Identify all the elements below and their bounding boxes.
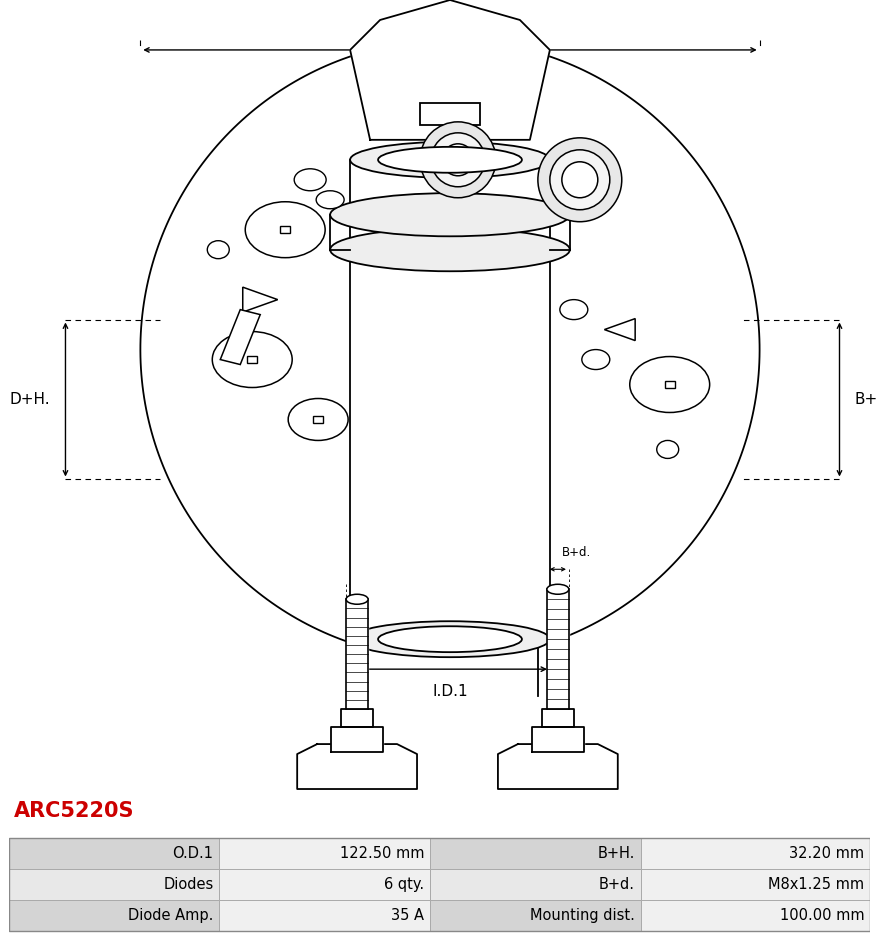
Circle shape xyxy=(442,144,473,176)
Ellipse shape xyxy=(656,441,678,459)
Text: D+d.: D+d. xyxy=(361,561,391,574)
Text: 122.50 mm: 122.50 mm xyxy=(340,846,424,861)
Bar xyxy=(220,838,429,870)
Text: M8x1.25 mm: M8x1.25 mm xyxy=(767,877,863,892)
Bar xyxy=(313,416,323,423)
Text: B+d.: B+d. xyxy=(598,877,634,892)
Bar xyxy=(640,870,869,901)
Polygon shape xyxy=(349,0,550,140)
Ellipse shape xyxy=(330,193,569,236)
Text: B+d.: B+d. xyxy=(561,546,590,559)
Ellipse shape xyxy=(378,147,522,173)
Bar xyxy=(429,838,640,870)
Polygon shape xyxy=(497,744,617,789)
Text: B+H.: B+H. xyxy=(853,392,878,407)
Text: D+H.: D+H. xyxy=(10,392,50,407)
Text: Diodes: Diodes xyxy=(163,877,213,892)
Circle shape xyxy=(550,149,609,210)
Bar xyxy=(9,901,220,932)
Polygon shape xyxy=(531,728,583,752)
Ellipse shape xyxy=(207,241,229,259)
Text: Mounting dist.: Mounting dist. xyxy=(529,908,634,923)
Ellipse shape xyxy=(245,202,325,258)
Bar xyxy=(429,870,640,901)
Bar xyxy=(429,901,640,932)
Ellipse shape xyxy=(349,621,550,657)
Text: 100.00 mm: 100.00 mm xyxy=(779,908,863,923)
Polygon shape xyxy=(346,600,368,709)
Ellipse shape xyxy=(212,332,291,387)
Polygon shape xyxy=(220,309,260,365)
Ellipse shape xyxy=(559,300,587,320)
Ellipse shape xyxy=(316,191,343,209)
Ellipse shape xyxy=(288,399,348,441)
Circle shape xyxy=(430,133,485,187)
Text: O.D.1: O.D.1 xyxy=(428,20,471,35)
Ellipse shape xyxy=(294,169,326,191)
Text: 32.20 mm: 32.20 mm xyxy=(788,846,863,861)
Polygon shape xyxy=(341,709,372,728)
Text: O.D.1: O.D.1 xyxy=(172,846,213,861)
Ellipse shape xyxy=(546,585,568,594)
Bar xyxy=(420,102,479,125)
Ellipse shape xyxy=(629,356,709,413)
Polygon shape xyxy=(541,709,573,728)
Bar xyxy=(247,356,257,363)
Bar xyxy=(280,227,290,233)
Polygon shape xyxy=(331,728,383,752)
Bar xyxy=(220,901,429,932)
Text: I.D.1: I.D.1 xyxy=(432,684,467,699)
Circle shape xyxy=(537,138,621,222)
Bar xyxy=(349,160,550,639)
Ellipse shape xyxy=(330,228,569,272)
Ellipse shape xyxy=(349,142,550,178)
Text: Diode Amp.: Diode Amp. xyxy=(128,908,213,923)
Bar xyxy=(640,901,869,932)
Ellipse shape xyxy=(346,594,368,604)
Ellipse shape xyxy=(581,350,609,369)
Text: B+H.: B+H. xyxy=(597,846,634,861)
Circle shape xyxy=(420,122,495,197)
Bar xyxy=(664,381,674,388)
Ellipse shape xyxy=(378,626,522,652)
Bar xyxy=(640,838,869,870)
Polygon shape xyxy=(140,40,759,706)
Polygon shape xyxy=(546,589,568,709)
Bar xyxy=(220,870,429,901)
Text: ARC5220S: ARC5220S xyxy=(14,801,134,821)
Polygon shape xyxy=(297,744,416,789)
Text: 6 qty.: 6 qty. xyxy=(384,877,424,892)
Bar xyxy=(9,870,220,901)
Text: 35 A: 35 A xyxy=(391,908,424,923)
Circle shape xyxy=(561,162,597,197)
Bar xyxy=(9,838,869,932)
Bar xyxy=(9,838,220,870)
